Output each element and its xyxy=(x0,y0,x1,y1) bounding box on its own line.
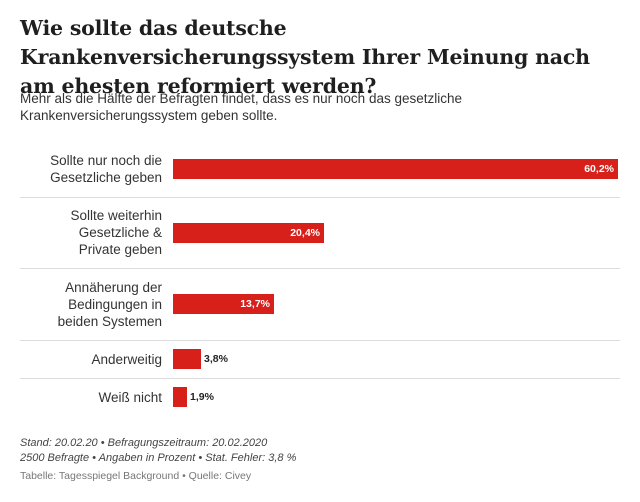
chart-notes: Stand: 20.02.20 • Befragungszeitraum: 20… xyxy=(20,436,296,466)
notes-line-1: Stand: 20.02.20 • Befragungszeitraum: 20… xyxy=(20,437,268,449)
notes-line-2: 2500 Befragte • Angaben in Prozent • Sta… xyxy=(20,452,297,464)
bar xyxy=(173,387,187,407)
category-label: Annäherung der Bedingungen in beiden Syste… xyxy=(57,280,162,329)
bar-row-anderweitig: Anderweitig 3,8% xyxy=(20,340,620,379)
chart-title: Wie sollte das deutsche Krankenversicher… xyxy=(20,16,590,98)
bar xyxy=(173,223,324,243)
chart-subtitle: Mehr als die Hälfte der Befragten findet… xyxy=(20,91,462,123)
value-label: 60,2% xyxy=(584,163,614,175)
bar-row-weiss-nicht: Weiß nicht 1,9% xyxy=(20,378,620,416)
value-label: 20,4% xyxy=(290,227,320,239)
bar xyxy=(173,159,618,179)
value-label: 3,8% xyxy=(204,353,228,365)
value-label: 1,9% xyxy=(190,391,214,403)
category-label: Sollte nur noch die Gesetzliche geben xyxy=(50,153,162,185)
bar xyxy=(173,349,201,369)
bar xyxy=(173,294,274,314)
bar-row-annaeherung: Annäherung der Bedingungen in beiden Syste… xyxy=(20,268,620,341)
category-label: Anderweitig xyxy=(91,352,162,367)
bar-row-beide-systeme: Sollte weiterhin Gesetzliche & Private geb… xyxy=(20,197,620,269)
category-label: Sollte weiterhin Gesetzliche & Private geb… xyxy=(70,208,162,257)
chart-source: Tabelle: Tagesspiegel Background • Quell… xyxy=(20,470,252,482)
value-label: 13,7% xyxy=(240,298,270,310)
category-label: Weiß nicht xyxy=(98,390,162,405)
bar-row-gesetzliche-only: Sollte nur noch die Gesetzliche geben 60,2… xyxy=(20,140,620,198)
